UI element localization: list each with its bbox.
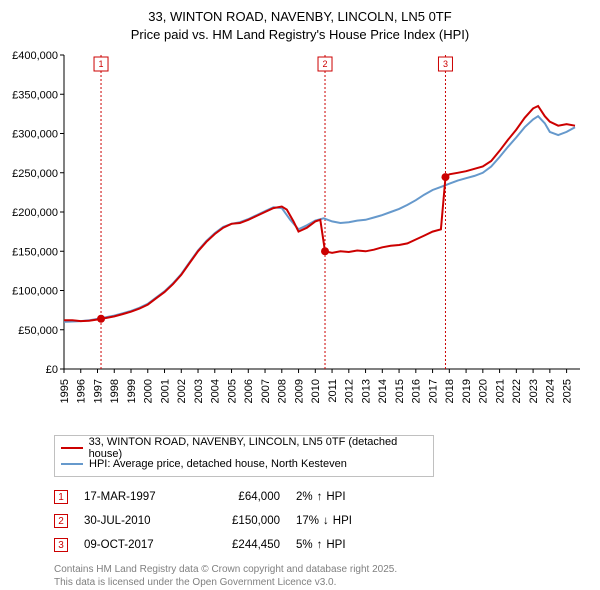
sale-dot <box>321 247 329 255</box>
transaction-row: 1 17-MAR-1997 £64,000 2% ↑HPI <box>54 485 588 509</box>
transaction-date: 30-JUL-2010 <box>84 515 184 527</box>
y-tick-label: £0 <box>46 364 58 376</box>
x-tick-label: 2010 <box>310 379 322 403</box>
footer-attribution: Contains HM Land Registry data © Crown c… <box>54 563 588 589</box>
arrow-up-icon: ↑ <box>317 539 323 551</box>
title-line1: 33, WINTON ROAD, NAVENBY, LINCOLN, LN5 0… <box>148 9 451 24</box>
transaction-row: 3 09-OCT-2017 £244,450 5% ↑HPI <box>54 533 588 557</box>
x-tick-label: 2015 <box>394 379 406 403</box>
chart-title: 33, WINTON ROAD, NAVENBY, LINCOLN, LN5 0… <box>12 8 588 43</box>
x-tick-label: 2002 <box>176 379 188 403</box>
x-tick-label: 2013 <box>360 379 372 403</box>
x-tick-label: 2019 <box>461 379 473 403</box>
x-tick-label: 1997 <box>92 379 104 403</box>
transaction-pct-value: 5% <box>296 539 313 551</box>
x-tick-label: 2025 <box>561 379 573 403</box>
transaction-pct: 5% ↑HPI <box>296 539 396 551</box>
x-tick-label: 2003 <box>193 379 205 403</box>
x-tick-label: 2007 <box>260 379 272 403</box>
sale-marker-number: 1 <box>99 59 104 69</box>
transaction-price: £150,000 <box>200 515 280 527</box>
legend-label: 33, WINTON ROAD, NAVENBY, LINCOLN, LN5 0… <box>89 436 427 460</box>
x-tick-label: 2020 <box>478 379 490 403</box>
transaction-row: 2 30-JUL-2010 £150,000 17% ↓ HPI <box>54 509 588 533</box>
transaction-date: 17-MAR-1997 <box>84 491 184 503</box>
footer-line2: This data is licensed under the Open Gov… <box>54 577 336 588</box>
y-tick-label: £250,000 <box>12 168 58 180</box>
transaction-pct-value: 2% <box>296 491 313 503</box>
transaction-price: £244,450 <box>200 539 280 551</box>
x-tick-label: 2017 <box>427 379 439 403</box>
legend: 33, WINTON ROAD, NAVENBY, LINCOLN, LN5 0… <box>54 435 434 477</box>
transaction-pct: 17% ↓ HPI <box>296 515 396 527</box>
transaction-suffix: HPI <box>326 539 345 551</box>
legend-swatch <box>61 463 83 465</box>
footer-line1: Contains HM Land Registry data © Crown c… <box>54 564 397 575</box>
x-tick-label: 2000 <box>143 379 155 403</box>
sale-dot <box>441 173 449 181</box>
arrow-up-icon: ↑ <box>317 491 323 503</box>
transaction-price: £64,000 <box>200 491 280 503</box>
x-tick-label: 2018 <box>444 379 456 403</box>
arrow-down-icon: ↓ <box>323 515 329 527</box>
x-tick-label: 1998 <box>109 379 121 403</box>
x-tick-label: 2004 <box>210 379 222 403</box>
chart-svg: £0 £50,000 £100,000 £150,000 £200,000 £250,00… <box>12 49 588 429</box>
transaction-marker: 1 <box>54 490 68 504</box>
transactions-table: 117-MAR-1997£64,0002%↑HPI230-JUL-2010£15… <box>54 485 588 557</box>
sale-dot <box>97 315 105 323</box>
y-tick-label: £50,000 <box>18 325 58 337</box>
x-tick-label: 2006 <box>243 379 255 403</box>
legend-swatch <box>61 447 83 449</box>
chart-area: £0 £50,000 £100,000 £150,000 £200,000 £250,00… <box>12 49 588 429</box>
x-tick-label: 2005 <box>226 379 238 403</box>
transaction-marker: 2 <box>54 514 68 528</box>
y-tick-label: £150,000 <box>12 246 58 258</box>
x-tick-label: 2024 <box>545 379 557 403</box>
transaction-suffix: HPI <box>326 491 345 503</box>
x-tick-label: 1999 <box>126 379 138 403</box>
legend-label: HPI: Average price, detached house, Nort… <box>89 458 347 470</box>
y-tick-label: £200,000 <box>12 207 58 219</box>
x-tick-label: 2021 <box>494 379 506 403</box>
transaction-date: 09-OCT-2017 <box>84 539 184 551</box>
x-tick-label: 2001 <box>159 379 171 403</box>
transaction-pct-value: 17% <box>296 515 319 527</box>
x-tick-label: 1996 <box>76 379 88 403</box>
transaction-marker: 3 <box>54 538 68 552</box>
x-tick-label: 2011 <box>327 379 339 403</box>
series-subject <box>64 106 575 321</box>
x-tick-label: 2022 <box>511 379 523 403</box>
title-line2: Price paid vs. HM Land Registry's House … <box>131 27 469 42</box>
x-tick-label: 2012 <box>344 379 356 403</box>
y-tick-label: £400,000 <box>12 50 58 62</box>
x-tick-label: 2014 <box>377 379 389 403</box>
x-tick-label: 2009 <box>293 379 305 403</box>
x-tick-label: 2016 <box>411 379 423 403</box>
y-tick-label: £350,000 <box>12 89 58 101</box>
y-tick-label: £100,000 <box>12 286 58 298</box>
transaction-suffix: HPI <box>333 515 352 527</box>
x-tick-label: 2008 <box>277 379 289 403</box>
transaction-pct: 2% ↑HPI <box>296 491 396 503</box>
legend-item: 33, WINTON ROAD, NAVENBY, LINCOLN, LN5 0… <box>61 440 427 456</box>
y-tick-label: £300,000 <box>12 129 58 141</box>
sale-marker-number: 3 <box>443 59 448 69</box>
sale-marker-number: 2 <box>323 59 328 69</box>
x-tick-label: 1995 <box>59 379 71 403</box>
x-tick-label: 2023 <box>528 379 540 403</box>
